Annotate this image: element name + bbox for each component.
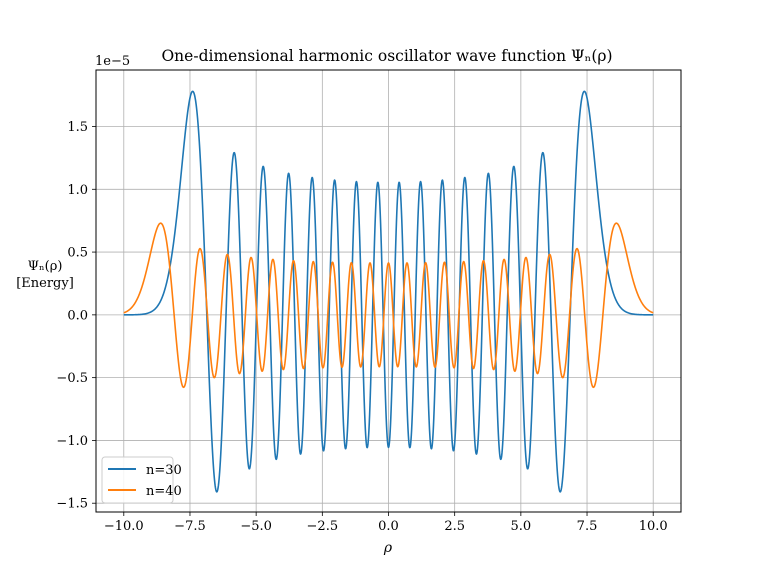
legend: n=30 n=40 [101, 456, 182, 504]
y-tick-label: 1.0 [67, 183, 88, 198]
legend-label-n40: n=40 [146, 484, 182, 499]
x-tick-label: 0.0 [378, 519, 399, 534]
x-tick-label: −5.0 [240, 519, 272, 534]
series-lines [123, 90, 654, 493]
x-tick-label: −7.5 [174, 519, 206, 534]
x-tick-label: −10.0 [104, 519, 144, 534]
y-tick-label: 0.5 [67, 246, 88, 261]
x-tick-label: 5.0 [511, 519, 532, 534]
x-axis-label: ρ [383, 540, 393, 556]
y-offset-label: 1e−5 [95, 54, 130, 69]
x-tick-label: 2.5 [444, 519, 465, 534]
y-axis-label-line2: [Energy] [16, 276, 74, 291]
y-tick-label: 0.0 [67, 308, 88, 323]
y-tick-label: 1.5 [67, 120, 88, 135]
y-tick-label: −1.5 [56, 497, 88, 512]
y-tick-label: −0.5 [56, 371, 88, 386]
x-tick-label: 10.0 [639, 519, 668, 534]
grid [96, 70, 681, 512]
ticks: −10.0 −7.5 −5.0 −2.5 0.0 2.5 5.0 7.5 10.0 −1.5 −1.… [56, 120, 667, 534]
x-tick-label: 7.5 [577, 519, 598, 534]
series-line-n30 [123, 90, 654, 493]
series-line-n40 [123, 222, 654, 389]
y-tick-label: −1.0 [56, 434, 88, 449]
chart-title: One-dimensional harmonic oscillator wave… [161, 47, 612, 65]
legend-label-n30: n=30 [146, 463, 182, 478]
y-axis-label-line1: Ψₙ(ρ) [28, 259, 63, 274]
x-tick-label: −2.5 [307, 519, 339, 534]
